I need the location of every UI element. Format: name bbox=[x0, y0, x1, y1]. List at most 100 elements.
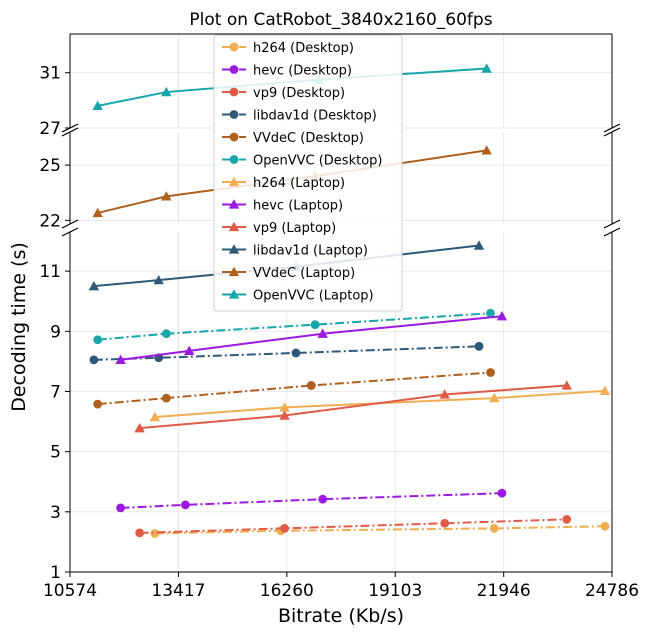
data-point bbox=[599, 385, 611, 396]
data-point bbox=[161, 393, 171, 403]
data-point bbox=[279, 402, 290, 412]
legend-box bbox=[213, 34, 403, 312]
legend-entry: OpenVVC (Laptop) bbox=[222, 289, 374, 304]
axis-break-mark bbox=[61, 227, 79, 237]
x-axis-label: Bitrate (Kb/s) bbox=[278, 605, 404, 627]
axis-break-mark bbox=[61, 123, 79, 133]
data-point bbox=[473, 240, 485, 250]
axis-break-mark bbox=[603, 219, 621, 229]
data-point bbox=[149, 411, 161, 422]
series-line bbox=[93, 345, 480, 361]
data-point bbox=[439, 389, 450, 399]
data-point bbox=[562, 514, 572, 524]
legend-label: VVdeC (Desktop) bbox=[253, 131, 364, 146]
legend-entry: libdav1d (Desktop) bbox=[222, 109, 377, 124]
legend-marker bbox=[229, 110, 239, 119]
series-line bbox=[154, 525, 605, 535]
legend-label: libdav1d (Laptop) bbox=[253, 244, 368, 259]
data-point bbox=[150, 529, 160, 538]
legend-label: h264 (Laptop) bbox=[253, 176, 345, 191]
data-point bbox=[279, 410, 290, 420]
data-point bbox=[489, 523, 499, 533]
series-line bbox=[139, 518, 567, 534]
legend-marker bbox=[229, 155, 239, 164]
data-point bbox=[181, 500, 190, 510]
y-tick-label: 3 bbox=[50, 503, 61, 523]
legend-label: hevc (Desktop) bbox=[253, 64, 352, 79]
x-tick-label: 16260 bbox=[260, 581, 314, 601]
legend-marker bbox=[228, 221, 240, 232]
legend-entry: OpenVVC (Desktop) bbox=[222, 154, 382, 169]
series-line bbox=[139, 384, 567, 430]
data-point bbox=[481, 63, 492, 73]
chart-title: Plot on CatRobot_3840x2160_60fps bbox=[189, 10, 492, 30]
y-tick-label: 5 bbox=[50, 443, 61, 463]
legend-entry: hevc (Desktop) bbox=[222, 64, 352, 79]
data-point bbox=[161, 329, 171, 339]
legend-marker bbox=[228, 244, 240, 254]
legend-label: h264 (Desktop) bbox=[253, 41, 354, 56]
y-tick-label: 9 bbox=[50, 322, 61, 342]
data-point bbox=[310, 320, 320, 330]
data-point bbox=[561, 380, 572, 390]
y-tick-label: 25 bbox=[39, 156, 61, 176]
series-line bbox=[120, 315, 503, 361]
series-line bbox=[97, 312, 491, 341]
legend-entry: vp9 (Laptop) bbox=[222, 221, 336, 236]
legend-marker bbox=[228, 176, 240, 187]
data-point bbox=[93, 335, 103, 345]
legend-marker bbox=[228, 289, 240, 299]
data-point bbox=[481, 145, 492, 155]
legend-entry: libdav1d (Laptop) bbox=[222, 244, 368, 259]
data-point bbox=[317, 328, 328, 338]
y-tick-label: 1 bbox=[50, 563, 61, 583]
data-point bbox=[280, 523, 289, 533]
series-line bbox=[97, 371, 491, 406]
legend-label: libdav1d (Desktop) bbox=[253, 109, 377, 124]
data-point bbox=[474, 341, 484, 351]
legend-entry: VVdeC (Desktop) bbox=[222, 131, 364, 146]
data-point bbox=[92, 100, 103, 111]
x-tick-label: 21946 bbox=[477, 581, 531, 601]
legend-label: OpenVVC (Laptop) bbox=[253, 289, 374, 304]
data-point bbox=[486, 308, 495, 318]
legend-marker bbox=[229, 132, 239, 142]
legend-label: vp9 (Desktop) bbox=[253, 86, 345, 101]
axis-break-mark bbox=[603, 127, 621, 137]
data-point bbox=[489, 392, 500, 403]
y-tick-label: 11 bbox=[39, 262, 61, 282]
x-tick-label: 24786 bbox=[585, 581, 639, 601]
y-tick-label: 27 bbox=[39, 119, 61, 139]
data-point bbox=[93, 399, 103, 409]
data-point bbox=[486, 368, 495, 377]
data-point bbox=[135, 528, 145, 538]
data-point bbox=[291, 348, 301, 358]
data-point bbox=[600, 521, 610, 531]
legend-marker bbox=[229, 87, 239, 97]
y-tick-label: 31 bbox=[39, 64, 61, 84]
y-tick-label: 22 bbox=[39, 211, 61, 231]
data-point bbox=[496, 311, 508, 321]
legend-marker bbox=[228, 266, 240, 277]
y-axis-label: Decoding time (s) bbox=[8, 242, 30, 412]
legend-entry: vp9 (Desktop) bbox=[222, 86, 345, 101]
data-point bbox=[440, 518, 450, 528]
legend-label: OpenVVC (Desktop) bbox=[253, 154, 382, 169]
axis-break-mark bbox=[61, 219, 79, 229]
data-point bbox=[153, 274, 164, 285]
x-tick-label: 10574 bbox=[43, 581, 97, 601]
data-point bbox=[134, 422, 145, 433]
legend-entry: VVdeC (Laptop) bbox=[222, 266, 355, 281]
data-point bbox=[161, 86, 172, 97]
data-point bbox=[92, 207, 103, 218]
data-point bbox=[89, 355, 99, 365]
x-tick-label: 13417 bbox=[151, 581, 205, 601]
data-point bbox=[115, 354, 126, 365]
data-point bbox=[184, 345, 195, 356]
data-point bbox=[497, 488, 507, 498]
legend-entry: h264 (Desktop) bbox=[222, 41, 354, 56]
legend-entry: h264 (Laptop) bbox=[222, 176, 345, 191]
legend-marker bbox=[229, 65, 239, 74]
data-point bbox=[306, 381, 316, 390]
legend-marker bbox=[228, 199, 240, 209]
